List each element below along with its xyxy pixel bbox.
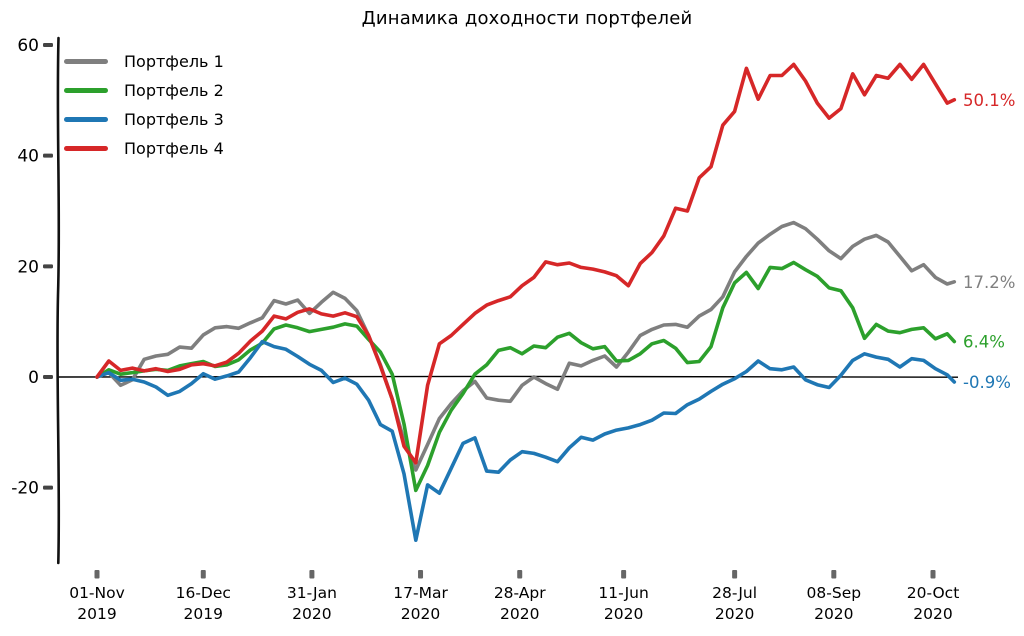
legend-item-portfolio-2: Портфель 2 <box>64 76 224 105</box>
series-line-portfolio-2 <box>95 260 957 493</box>
legend-item-portfolio-3: Портфель 3 <box>64 105 224 134</box>
y-tick-mark <box>43 153 53 158</box>
series-line-portfolio-1 <box>95 220 957 472</box>
x-tick-mark <box>200 570 206 579</box>
chart-title: Динамика доходности портфелей <box>361 8 693 29</box>
y-tick-mark <box>43 264 53 269</box>
x-tick-label-date: 01-Nov <box>69 584 125 602</box>
y-tick-label: 20 <box>17 257 39 277</box>
series-end-label-portfolio-1: 17.2% <box>963 273 1015 292</box>
x-tick-label-year: 2020 <box>715 605 754 623</box>
legend-item-portfolio-1: Портфель 1 <box>64 47 224 76</box>
legend-swatch-portfolio-2 <box>64 88 108 93</box>
x-tick-mark <box>517 570 523 579</box>
legend-item-portfolio-4: Портфель 4 <box>64 134 224 163</box>
x-tick-label-year: 2019 <box>184 605 223 623</box>
x-tick-label-date: 17-Mar <box>393 584 448 602</box>
y-axis-spine <box>56 36 61 565</box>
legend-label-portfolio-4: Портфель 4 <box>124 139 224 158</box>
x-tick-label-year: 2020 <box>500 605 539 623</box>
legend-label-portfolio-1: Портфель 1 <box>124 52 224 71</box>
x-tick-label-year: 2020 <box>292 605 331 623</box>
zero-line <box>56 375 959 378</box>
legend-swatch-portfolio-4 <box>64 146 108 151</box>
y-tick-label: -20 <box>11 479 39 499</box>
x-tick-mark <box>732 570 738 579</box>
x-tick-label-date: 11-Jun <box>598 584 648 602</box>
x-tick-mark <box>930 570 936 579</box>
x-tick-label-date: 31-Jan <box>287 584 337 602</box>
x-tick-mark <box>94 570 100 579</box>
legend-swatch-portfolio-3 <box>64 117 108 122</box>
legend-label-portfolio-2: Портфель 2 <box>124 81 224 100</box>
series-line-portfolio-4 <box>95 62 957 465</box>
legend-swatch-portfolio-1 <box>64 59 108 64</box>
series-line-portfolio-3 <box>95 339 957 543</box>
x-tick-label-year: 2019 <box>77 605 116 623</box>
y-tick-mark <box>43 43 53 48</box>
series-end-label-portfolio-3: -0.9% <box>963 373 1011 392</box>
x-tick-label-year: 2020 <box>814 605 853 623</box>
x-tick-label-date: 08-Sep <box>807 584 862 602</box>
x-tick-label-date: 20-Oct <box>907 584 960 602</box>
x-tick-mark <box>831 570 837 579</box>
y-tick-label: 0 <box>28 368 39 388</box>
legend-label-portfolio-3: Портфель 3 <box>124 110 224 129</box>
x-tick-label-year: 2020 <box>913 605 952 623</box>
series-end-label-portfolio-4: 50.1% <box>963 91 1015 110</box>
x-tick-label-date: 28-Apr <box>494 584 546 602</box>
series-end-label-portfolio-2: 6.4% <box>963 333 1005 352</box>
y-tick-mark <box>43 375 53 379</box>
x-tick-mark <box>418 570 424 579</box>
x-tick-label-date: 16-Dec <box>176 584 231 602</box>
legend: Портфель 1 Портфель 2 Портфель 3 Портфел… <box>64 47 224 163</box>
y-tick-mark <box>43 485 53 490</box>
x-tick-label-date: 28-Jul <box>712 584 757 602</box>
y-tick-label: 40 <box>17 147 39 167</box>
x-tick-label-year: 2020 <box>401 605 440 623</box>
x-tick-label-year: 2020 <box>604 605 643 623</box>
y-tick-label: 60 <box>17 36 39 56</box>
x-tick-mark <box>621 570 627 579</box>
x-tick-mark <box>309 570 315 579</box>
